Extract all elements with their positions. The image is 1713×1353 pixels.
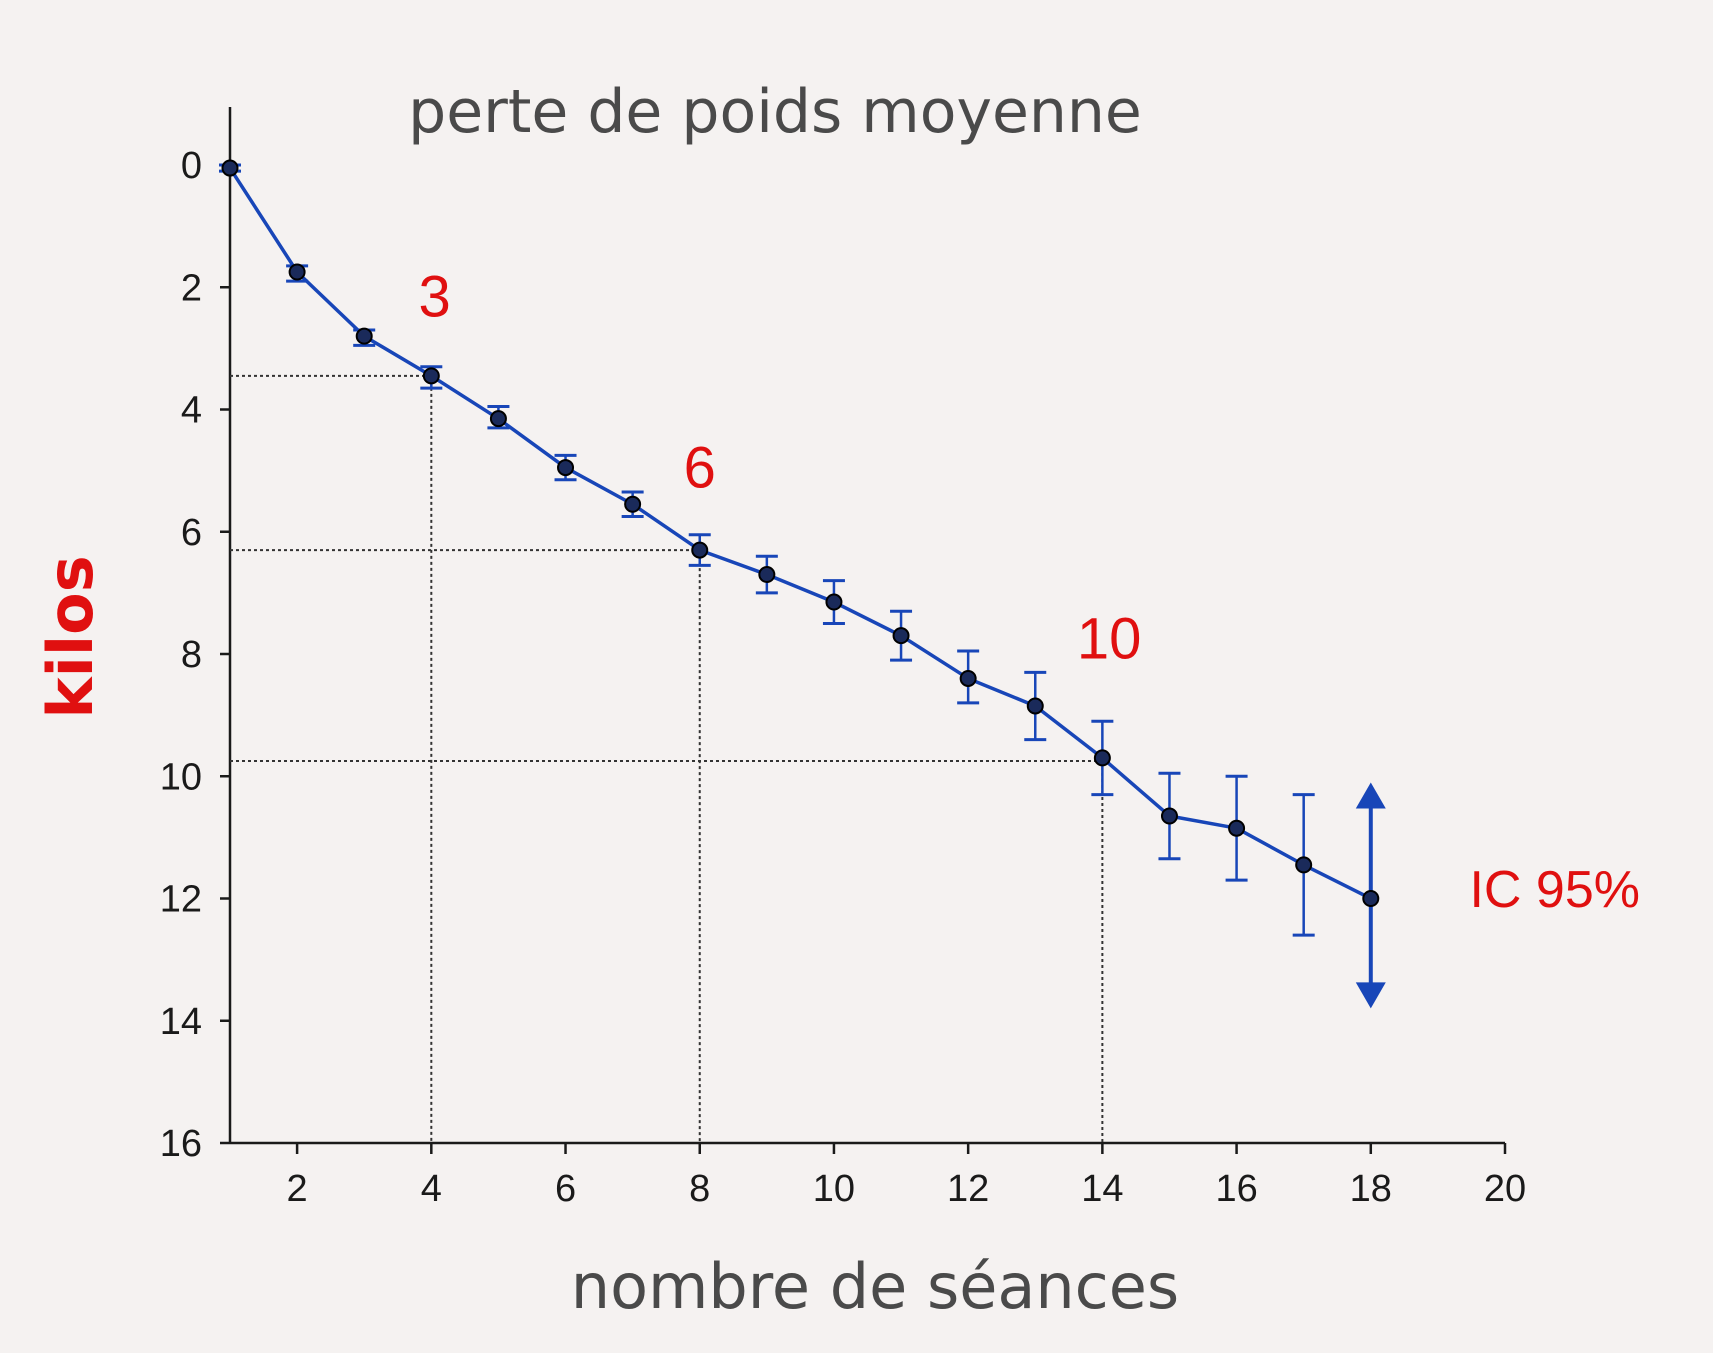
data-point [825,593,843,611]
annotation-label: 6 [684,436,716,501]
x-tick-label: 12 [947,1168,989,1210]
annotation-label: 10 [1077,607,1142,672]
data-point [1160,807,1178,825]
y-tick-label: 10 [160,756,202,798]
data-point [288,263,306,281]
data-point [1228,819,1246,837]
data-point [422,367,440,385]
data-point [355,327,373,345]
data-point [624,495,642,513]
x-tick-label: 6 [555,1168,576,1210]
data-point [489,410,507,428]
y-tick-label: 2 [181,267,202,309]
data-point [1026,697,1044,715]
x-tick-label: 14 [1081,1168,1123,1210]
x-tick-label: 18 [1350,1168,1392,1210]
data-point [959,669,977,687]
x-tick-label: 4 [421,1168,442,1210]
y-tick-label: 0 [181,145,202,187]
y-tick-label: 16 [160,1123,202,1165]
plot-layer: 0 2 4 6 8 10 12 14 16 2 4 6 8 10 12 14 16 18 20 3 6 10 [160,107,1526,1210]
ci-label: IC 95% [1469,861,1640,919]
y-tick-label: 4 [181,390,202,432]
ci-arrow-head-up [1355,782,1386,809]
data-point [557,459,575,477]
y-tick-label: 14 [160,1001,202,1043]
x-tick-label: 8 [689,1168,710,1210]
data-point [1093,749,1111,767]
annotation-label: 3 [419,264,451,329]
data-point [691,541,709,559]
x-axis-title: nombre de séances [571,1250,1179,1323]
y-tick-label: 8 [181,634,202,676]
x-tick-label: 20 [1484,1168,1526,1210]
x-tick-label: 2 [287,1168,308,1210]
data-point [1295,856,1313,874]
y-tick-label: 6 [181,512,202,554]
x-tick-label: 16 [1215,1168,1257,1210]
y-axis-title: kilos [34,555,107,718]
data-point [221,159,239,177]
x-tick-label: 10 [813,1168,855,1210]
data-point [1362,890,1380,907]
y-tick-label: 12 [160,879,202,921]
data-point [892,627,910,645]
chart-title: perte de poids moyenne [408,77,1142,147]
ci-arrow-head-down [1355,982,1386,1009]
series-line [228,167,1372,901]
data-point [758,566,776,584]
